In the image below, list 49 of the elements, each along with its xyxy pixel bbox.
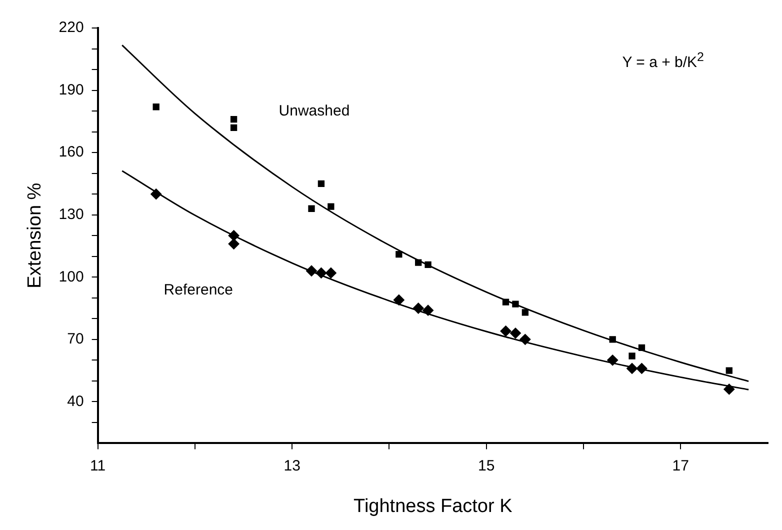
point [626,362,638,374]
point [316,267,327,278]
point [412,302,424,314]
point [150,188,162,200]
y-tick-label: 130 [58,206,84,223]
point [510,328,521,339]
point [609,336,616,343]
y-tick-label: 40 [67,392,84,410]
x-tick-label: 15 [478,457,495,474]
line-series [121,44,750,382]
point [306,265,318,276]
x-tick-label: 17 [672,457,689,474]
annotation: Y = a + b/K$^{2}$ [622,50,704,71]
point [500,326,512,337]
point [325,267,336,278]
y-tick-label: 190 [58,81,84,98]
y-tick-label: 160 [58,144,84,161]
point [415,259,422,266]
point [318,180,325,188]
point [726,367,732,374]
point [230,116,238,123]
point [230,124,238,131]
y-tick-label: 100 [58,268,84,286]
point [520,334,531,345]
point [393,294,404,306]
point [512,300,519,308]
text: Unwashed [278,102,350,120]
point [628,352,636,360]
y-axis-title: Extension % [24,182,46,288]
point [396,250,402,258]
point [422,304,434,316]
x-axis-title: Tightness Factor K [354,496,513,517]
y-tick-label: 220 [58,19,84,36]
x-tick-label: 11 [90,457,106,474]
point [522,309,529,316]
point [228,230,240,242]
point [502,298,510,306]
text: Reference [164,282,234,299]
point [328,203,334,210]
x-tick-label: 13 [284,457,300,474]
point [308,205,315,212]
point [638,344,646,352]
point [228,238,240,250]
point [424,261,432,268]
point [152,104,160,110]
point [636,362,648,374]
point [607,354,618,366]
y-tick-label: 70 [67,330,84,348]
point [724,384,735,395]
